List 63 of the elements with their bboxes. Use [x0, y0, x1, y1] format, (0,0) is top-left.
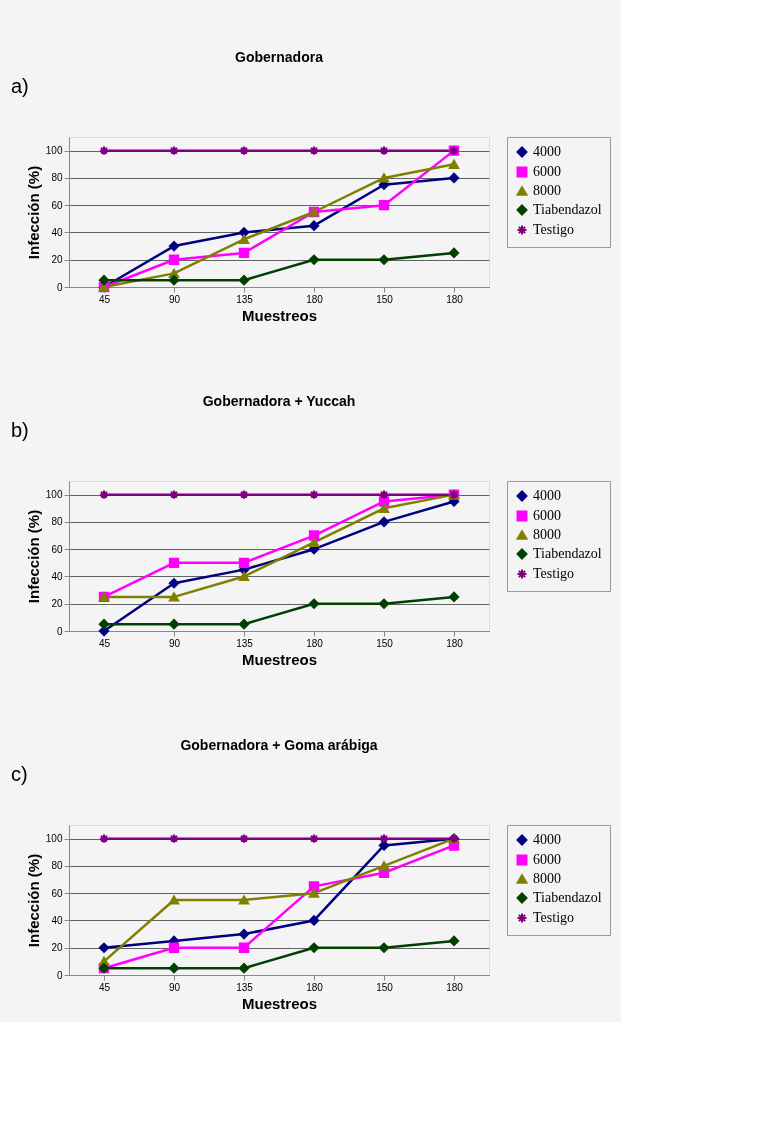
x-tick-label: 180: [306, 293, 324, 305]
y-tick-label: 0: [56, 281, 63, 293]
y-tick-label: 40: [51, 226, 63, 238]
legend-label: 6000: [533, 508, 561, 523]
y-tick-label: 80: [51, 172, 63, 184]
y-tick-label: 40: [51, 570, 63, 582]
y-axis-title: Infección (%): [24, 165, 42, 260]
x-tick-label: 135: [236, 637, 254, 649]
legend-label: Tiabendazol: [533, 890, 602, 905]
x-tick-label: 180: [446, 637, 464, 649]
legend-label: Testigo: [533, 566, 575, 581]
y-tick-label: 100: [45, 489, 63, 501]
y-tick-label: 0: [56, 625, 63, 637]
legend-label: 8000: [533, 871, 561, 886]
x-tick-label: 135: [236, 981, 254, 993]
chart-title: Gobernadora + Goma arábiga: [180, 737, 378, 753]
x-tick-label: 150: [376, 293, 394, 305]
y-tick-label: 80: [51, 860, 63, 872]
x-tick-label: 180: [306, 981, 324, 993]
legend-label: 6000: [533, 164, 561, 179]
legend-label: Tiabendazol: [533, 202, 602, 217]
text: c): [11, 763, 28, 785]
y-axis-title: Infección (%): [24, 853, 42, 948]
text: b): [11, 419, 29, 441]
chart-title: Gobernadora + Yuccah: [202, 393, 356, 409]
x-tick-label: 135: [236, 293, 254, 305]
x-axis-title: Muestreos: [241, 994, 318, 1012]
legend-label: 4000: [533, 832, 561, 847]
x-tick-label: 45: [98, 293, 111, 305]
y-axis-title: Infección (%): [24, 509, 42, 604]
y-tick-label: 20: [51, 254, 63, 266]
y-tick-label: 100: [45, 833, 63, 845]
x-tick-label: 90: [168, 293, 181, 305]
x-tick-label: 90: [168, 637, 181, 649]
x-axis-title: Muestreos: [241, 650, 318, 668]
legend-label: Testigo: [533, 910, 575, 925]
text: a): [11, 75, 29, 97]
x-tick-label: 180: [306, 637, 324, 649]
y-tick-label: 40: [51, 914, 63, 926]
legend-label: Tiabendazol: [533, 546, 602, 561]
legend-label: 4000: [533, 144, 561, 159]
legend-label: 6000: [533, 852, 561, 867]
x-tick-label: 180: [446, 981, 464, 993]
y-tick-label: 20: [51, 598, 63, 610]
y-tick-label: 60: [51, 543, 63, 555]
y-tick-label: 80: [51, 516, 63, 528]
x-axis-title: Muestreos: [241, 306, 318, 324]
x-tick-label: 150: [376, 981, 394, 993]
chart-title: Gobernadora: [235, 49, 324, 65]
x-tick-label: 45: [98, 981, 111, 993]
legend-label: 4000: [533, 488, 561, 503]
legend-label: 8000: [533, 527, 561, 542]
y-tick-label: 0: [56, 969, 63, 981]
x-tick-label: 150: [376, 637, 394, 649]
x-tick-label: 180: [446, 293, 464, 305]
y-tick-label: 60: [51, 199, 63, 211]
legend-label: 8000: [533, 183, 561, 198]
y-tick-label: 100: [45, 145, 63, 157]
legend-label: Testigo: [533, 222, 575, 237]
y-tick-label: 60: [51, 887, 63, 899]
x-tick-label: 90: [168, 981, 181, 993]
y-tick-label: 20: [51, 942, 63, 954]
x-tick-label: 45: [98, 637, 111, 649]
